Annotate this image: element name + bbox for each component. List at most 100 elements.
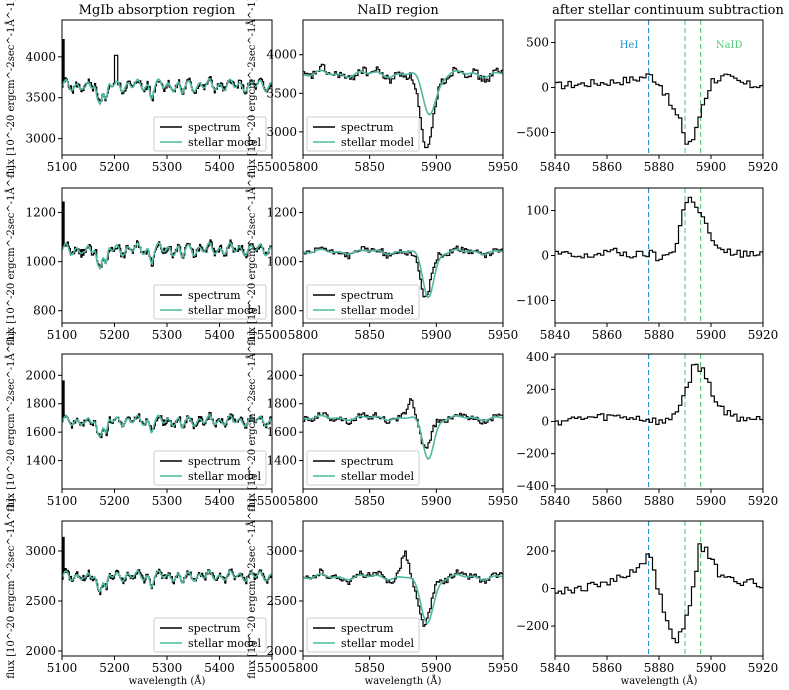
- legend: spectrum stellar model: [306, 617, 420, 653]
- y-tick-label: 2000: [266, 368, 297, 382]
- x-tick-label: 5800: [288, 328, 319, 342]
- x-tick-label: 5200: [99, 494, 130, 508]
- y-axis-label: flux [10^-20 ergcm^-2sec^-1Å^-1]: [5, 165, 17, 346]
- column-title: NaID region: [357, 3, 439, 18]
- y-tick-label: 4000: [25, 50, 56, 64]
- y-tick-label: 800: [274, 304, 297, 318]
- stellar-model-line: [303, 69, 503, 116]
- y-tick-label: 1200: [266, 206, 297, 220]
- legend: spectrum stellar model: [153, 617, 267, 653]
- stellar-model-line: [303, 414, 503, 461]
- spectrum-line: [62, 39, 272, 102]
- y-tick-label: 2000: [266, 644, 297, 658]
- legend-label-model: stellar model: [341, 470, 415, 483]
- x-tick-label: 5950: [488, 661, 519, 675]
- y-tick-label: 3000: [266, 544, 297, 558]
- legend-label-model: stellar model: [341, 304, 415, 317]
- y-tick-label: 0: [541, 415, 549, 429]
- x-tick-label: 5900: [421, 494, 452, 508]
- series-group: [62, 536, 272, 596]
- x-tick-label: 5200: [99, 328, 130, 342]
- x-tick-label: 5900: [696, 160, 727, 174]
- y-tick-label: 3000: [266, 125, 297, 139]
- legend-label-spectrum: spectrum: [341, 289, 394, 302]
- x-tick-label: 5300: [152, 494, 183, 508]
- y-tick-label: 200: [526, 382, 549, 396]
- legend-label-model: stellar model: [188, 637, 262, 650]
- y-tick-label: 200: [526, 544, 549, 558]
- x-tick-label: 5400: [204, 661, 235, 675]
- x-tick-label: 5100: [47, 328, 78, 342]
- spectrum-line: [62, 380, 272, 439]
- y-tick-label: 1400: [266, 454, 297, 468]
- x-tick-label: 5800: [288, 661, 319, 675]
- column-title: MgIb absorption region: [79, 3, 236, 18]
- residual-spectrum-line: [555, 196, 763, 262]
- x-tick-label: 5880: [644, 494, 675, 508]
- x-tick-label: 5200: [99, 160, 130, 174]
- x-tick-label: 5900: [421, 328, 452, 342]
- y-tick-label: 500: [526, 36, 549, 50]
- y-tick-label: 0: [541, 249, 549, 263]
- stellar-model-line: [62, 241, 272, 271]
- x-tick-label: 5200: [99, 661, 130, 675]
- legend: spectrum stellar model: [153, 116, 267, 152]
- spectrum-line: [62, 201, 272, 268]
- legend: spectrum stellar model: [306, 116, 420, 152]
- x-tick-label: 5100: [47, 160, 78, 174]
- residual-spectrum-line: [555, 363, 763, 426]
- legend-label-model: stellar model: [188, 136, 262, 149]
- x-tick-label: 5920: [748, 160, 779, 174]
- legend-label-spectrum: spectrum: [188, 289, 241, 302]
- y-axis-label: flux [10^-20 ergcm^-2sec^-1Å^-1]: [5, 0, 17, 178]
- legend-label-spectrum: spectrum: [188, 622, 241, 635]
- y-axis-label: flux [10^-20 ergcm^-2sec^-1Å^-1]: [246, 498, 258, 679]
- x-tick-label: 5850: [354, 661, 385, 675]
- legend-label-model: stellar model: [341, 136, 415, 149]
- stellar-model-line: [62, 414, 272, 439]
- axes-frame: [302, 187, 504, 324]
- x-tick-label: 5850: [354, 160, 385, 174]
- annotation-hei: HeI: [620, 40, 639, 51]
- x-tick-label: 5100: [47, 494, 78, 508]
- axes-frame: [302, 19, 504, 156]
- y-tick-label: 1800: [25, 397, 56, 411]
- legend-label-spectrum: spectrum: [341, 121, 394, 134]
- y-tick-label: 3000: [25, 132, 56, 146]
- residual-spectrum-line: [555, 73, 763, 145]
- x-tick-label: 5850: [354, 494, 385, 508]
- x-tick-label: 5840: [540, 328, 571, 342]
- x-tick-label: 5900: [696, 661, 727, 675]
- spectrum-line: [303, 550, 503, 627]
- y-tick-label: 1800: [266, 397, 297, 411]
- legend-label-model: stellar model: [188, 304, 262, 317]
- x-tick-label: 5860: [592, 661, 623, 675]
- annotation-naid: NaID: [716, 40, 743, 51]
- x-tick-label: 5500: [257, 494, 288, 508]
- stellar-model-line: [303, 248, 503, 299]
- x-tick-label: 5500: [257, 160, 288, 174]
- series-group: [555, 521, 763, 656]
- x-tick-label: 5900: [421, 160, 452, 174]
- x-tick-label: 5880: [644, 160, 675, 174]
- spectrum-line: [62, 536, 272, 596]
- x-tick-label: 5400: [204, 328, 235, 342]
- legend: spectrum stellar model: [306, 284, 420, 320]
- series-group: [303, 63, 503, 149]
- x-tick-label: 5400: [204, 494, 235, 508]
- chart-panel: 5840 5860 5880 5900 5920 −400 −200 0 200 400: [516, 350, 778, 508]
- stellar-model-line: [62, 569, 272, 594]
- y-tick-label: 3000: [25, 544, 56, 558]
- y-tick-label: −200: [516, 447, 549, 461]
- x-tick-label: 5840: [540, 661, 571, 675]
- x-tick-label: 5840: [540, 494, 571, 508]
- x-tick-label: 5800: [288, 160, 319, 174]
- y-tick-label: −500: [516, 126, 549, 140]
- column-title: after stellar continuum subtraction: [552, 3, 784, 18]
- y-tick-label: 1400: [25, 454, 56, 468]
- x-tick-label: 5850: [354, 328, 385, 342]
- y-tick-label: 800: [33, 304, 56, 318]
- y-tick-label: 3500: [25, 91, 56, 105]
